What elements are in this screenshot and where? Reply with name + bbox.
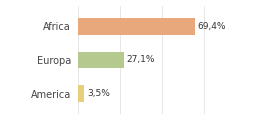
Bar (78, 85, 84, 102)
Bar (78, 52, 124, 68)
Text: 69,4%: 69,4% (197, 22, 226, 31)
Bar (78, 18, 195, 35)
Text: 27,1%: 27,1% (127, 55, 155, 64)
Text: 3,5%: 3,5% (87, 89, 110, 98)
